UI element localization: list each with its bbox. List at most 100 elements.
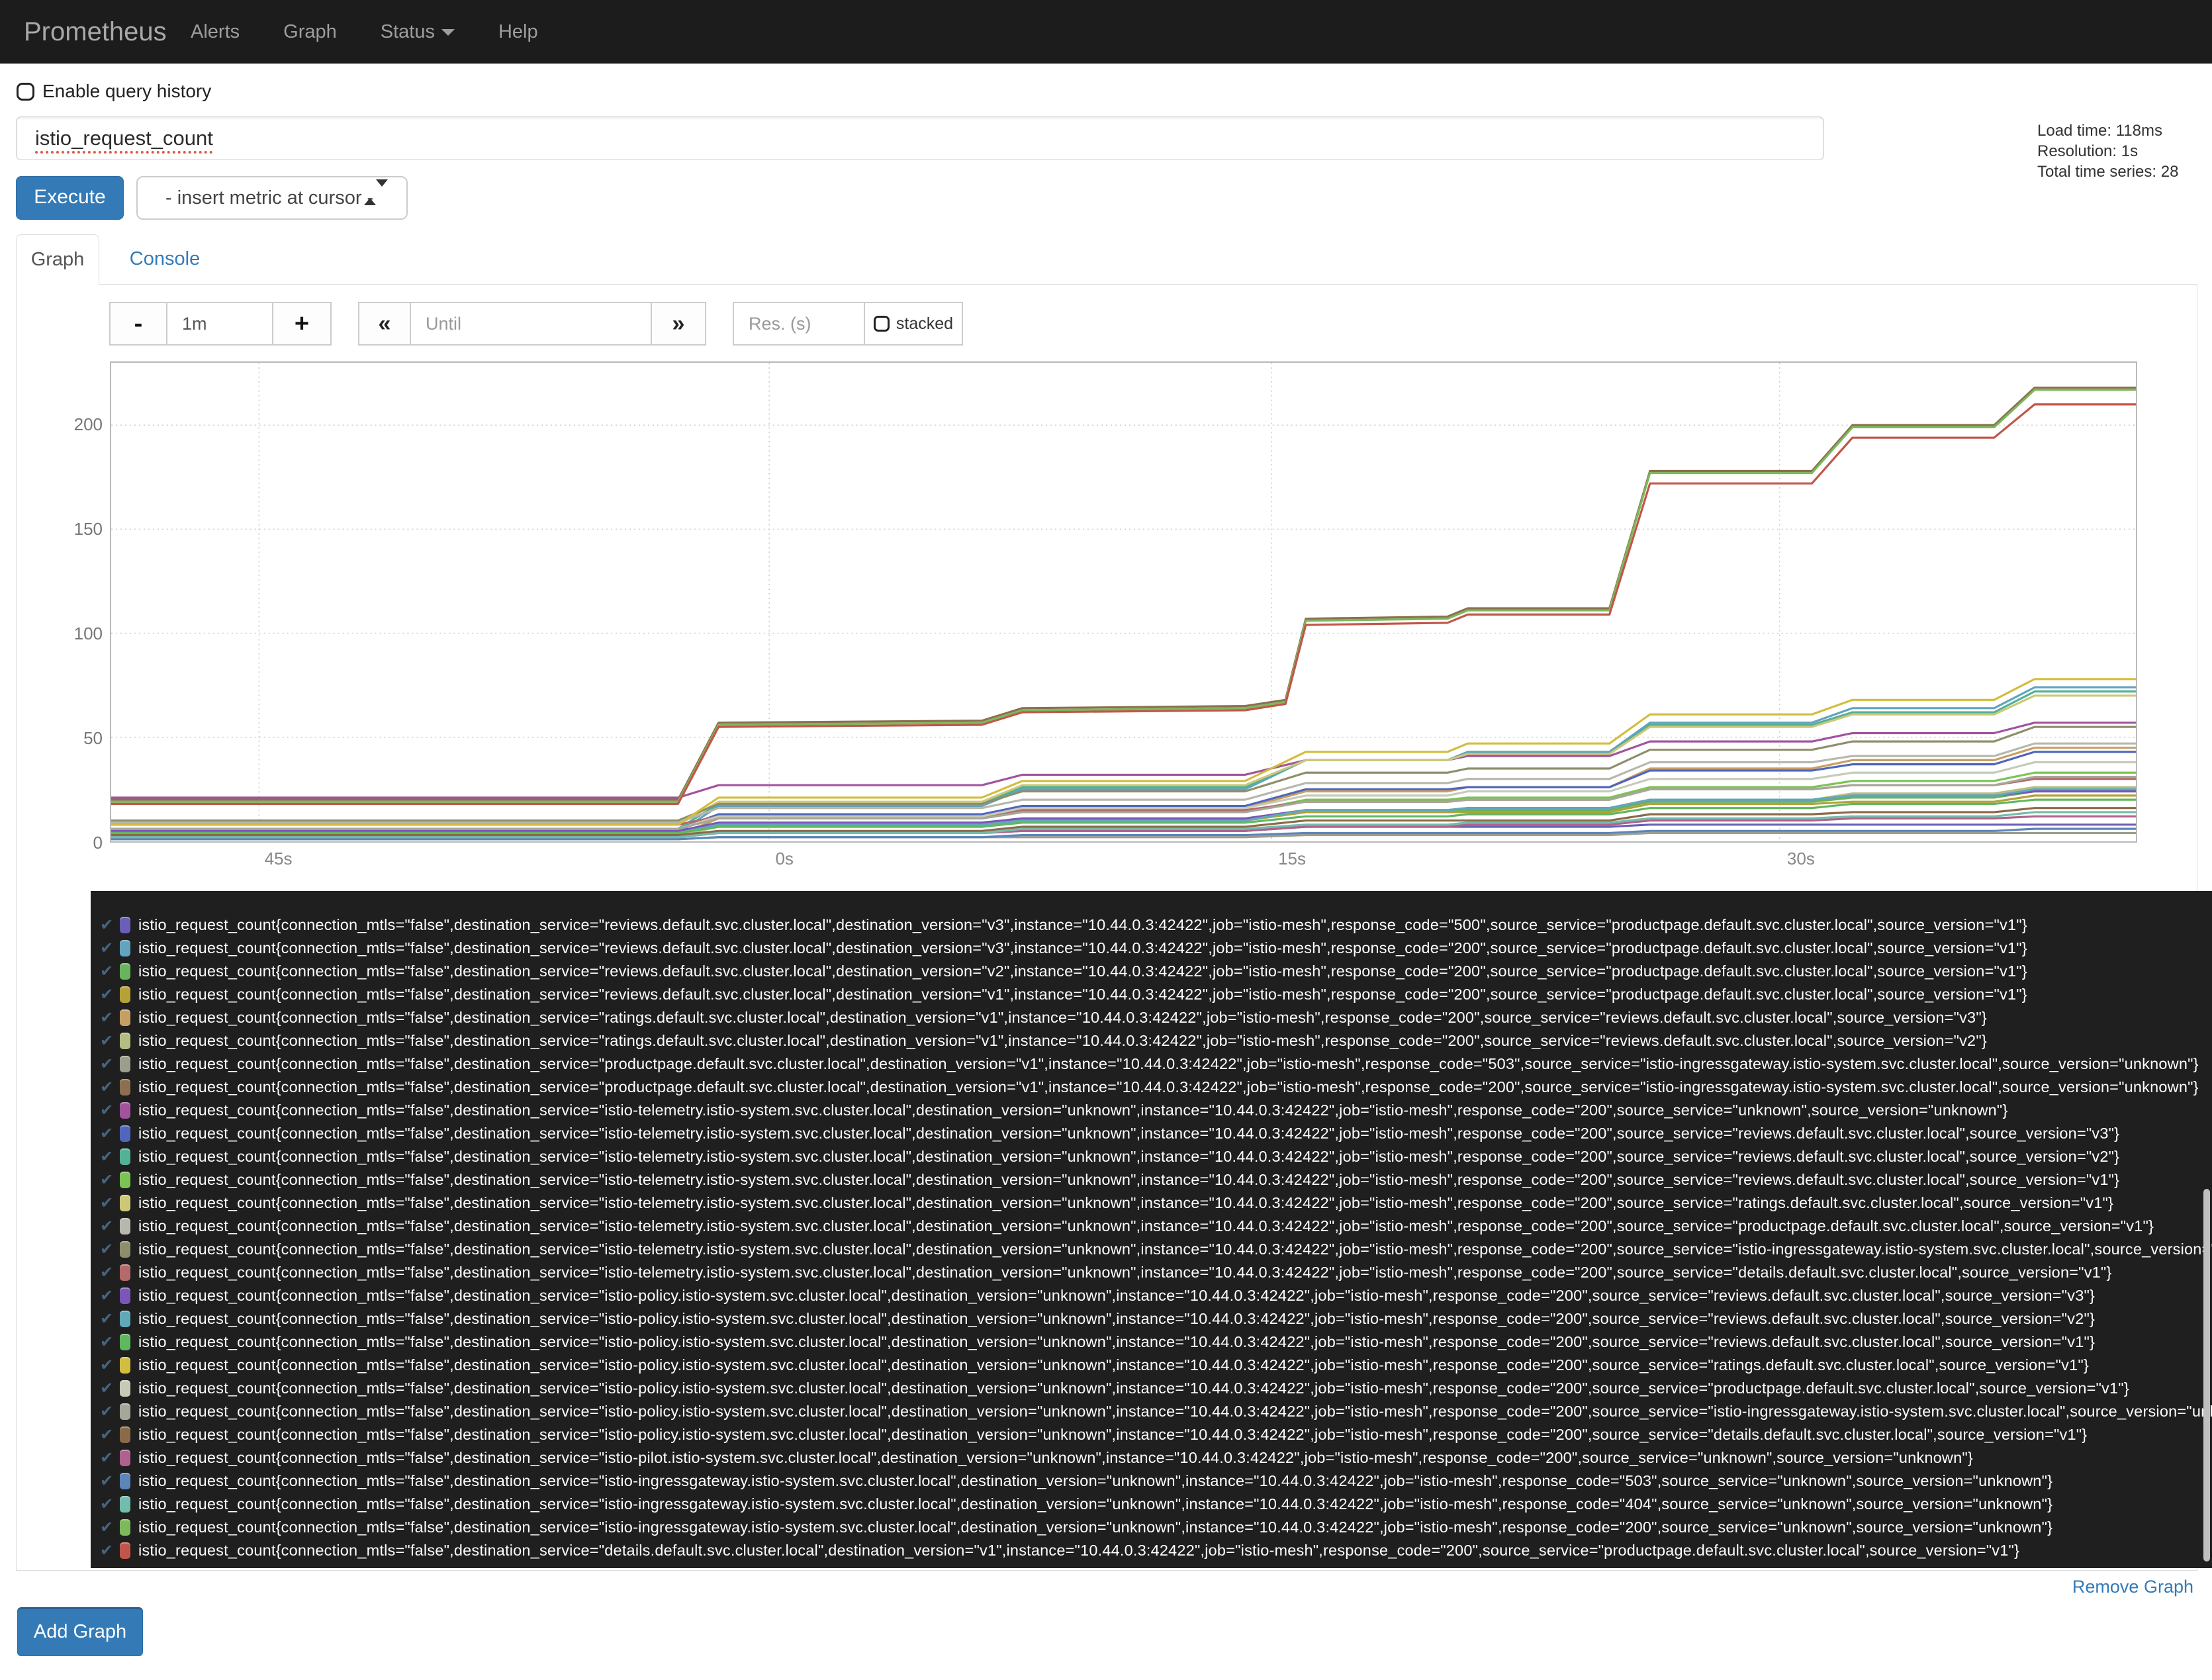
resolution: Resolution: 1s [2037, 142, 2139, 160]
series-check-icon[interactable]: ✔ [100, 1495, 114, 1513]
series-line-ingressgateway-503-from-unknown [111, 827, 2136, 841]
legend-row[interactable]: ✔ istio_request_count{connection_mtls="fa… [100, 1423, 2212, 1446]
stacked-control[interactable]: stacked [864, 302, 963, 346]
legend-row[interactable]: ✔ istio_request_count{connection_mtls="fa… [100, 1446, 2212, 1470]
series-check-icon[interactable]: ✔ [100, 1379, 114, 1397]
series-label: istio_request_count{connection_mtls="fal… [138, 1194, 2114, 1211]
tab-graph[interactable]: Graph [16, 234, 99, 285]
legend-row[interactable]: ✔ istio_request_count{connection_mtls="fa… [100, 1400, 2212, 1423]
execute-button[interactable]: Execute [16, 176, 124, 220]
series-check-icon[interactable]: ✔ [100, 1055, 114, 1073]
legend-row[interactable]: ✔ istio_request_count{connection_mtls="fa… [100, 1377, 2212, 1400]
series-check-icon[interactable]: ✔ [100, 1426, 114, 1444]
series-check-icon[interactable]: ✔ [100, 1518, 114, 1536]
series-check-icon[interactable]: ✔ [100, 1101, 114, 1119]
legend-row[interactable]: ✔ istio_request_count{connection_mtls="fa… [100, 983, 2212, 1006]
legend-row[interactable]: ✔ istio_request_count{connection_mtls="fa… [100, 1191, 2212, 1215]
legend-row[interactable]: ✔ istio_request_count{connection_mtls="fa… [100, 1099, 2212, 1122]
legend-row[interactable]: ✔ istio_request_count{connection_mtls="fa… [100, 1168, 2212, 1191]
chart-plot-area[interactable] [110, 361, 2137, 843]
series-check-icon[interactable]: ✔ [100, 1333, 114, 1351]
series-color-swatch [120, 1009, 130, 1026]
series-check-icon[interactable]: ✔ [100, 1310, 114, 1328]
series-check-icon[interactable]: ✔ [100, 1449, 114, 1467]
nav-item-graph[interactable]: Graph [283, 21, 337, 42]
series-line-policy-200-from-reviews-v2 [111, 788, 2136, 835]
series-label: istio_request_count{connection_mtls="fal… [138, 916, 2027, 933]
series-label: istio_request_count{connection_mtls="fal… [138, 1379, 2129, 1397]
legend-row[interactable]: ✔ istio_request_count{connection_mtls="fa… [100, 1516, 2212, 1539]
series-check-icon[interactable]: ✔ [100, 962, 114, 980]
series-check-icon[interactable]: ✔ [100, 1403, 114, 1421]
series-check-icon[interactable]: ✔ [100, 986, 114, 1003]
series-check-icon[interactable]: ✔ [100, 1171, 114, 1189]
series-check-icon[interactable]: ✔ [100, 939, 114, 957]
series-check-icon[interactable]: ✔ [100, 1217, 114, 1235]
insert-metric-select[interactable]: - insert metric at cursor - [136, 176, 408, 220]
until-input[interactable] [411, 313, 651, 334]
range-increase-button[interactable]: + [272, 302, 332, 346]
legend-scrollbar[interactable] [2203, 1189, 2210, 1562]
series-check-icon[interactable]: ✔ [100, 1125, 114, 1143]
legend-row[interactable]: ✔ istio_request_count{connection_mtls="fa… [100, 960, 2212, 983]
range-input[interactable] [167, 313, 272, 334]
plus-icon: + [294, 309, 310, 338]
nav-item-status-label: Status [380, 21, 435, 42]
tab-console[interactable]: Console [129, 248, 201, 269]
legend-row[interactable]: ✔ istio_request_count{connection_mtls="fa… [100, 913, 2212, 937]
series-check-icon[interactable]: ✔ [100, 1287, 114, 1305]
legend-row[interactable]: ✔ istio_request_count{connection_mtls="fa… [100, 1354, 2212, 1377]
legend-row[interactable]: ✔ istio_request_count{connection_mtls="fa… [100, 1470, 2212, 1493]
legend-row[interactable]: ✔ istio_request_count{connection_mtls="fa… [100, 1052, 2212, 1076]
legend-row[interactable]: ✔ istio_request_count{connection_mtls="fa… [100, 1029, 2212, 1052]
expression-input[interactable]: istio_request_count [16, 117, 1824, 160]
series-check-icon[interactable]: ✔ [100, 1032, 114, 1050]
series-check-icon[interactable]: ✔ [100, 1148, 114, 1166]
series-check-icon[interactable]: ✔ [100, 1264, 114, 1282]
series-check-icon[interactable]: ✔ [100, 1009, 114, 1027]
stacked-checkbox[interactable] [873, 316, 890, 332]
series-check-icon[interactable]: ✔ [100, 1356, 114, 1374]
forward-button[interactable]: » [651, 302, 706, 346]
resolution-input[interactable] [734, 313, 864, 334]
nav-item-alerts[interactable]: Alerts [191, 21, 240, 42]
legend-row[interactable]: ✔ istio_request_count{connection_mtls="fa… [100, 1493, 2212, 1516]
series-label: istio_request_count{connection_mtls="fal… [138, 1472, 2053, 1489]
legend-series-list: ✔ istio_request_count{connection_mtls="fa… [100, 913, 2212, 1562]
series-label: istio_request_count{connection_mtls="fal… [138, 1403, 2212, 1420]
series-check-icon[interactable]: ✔ [100, 916, 114, 934]
series-check-icon[interactable]: ✔ [100, 1194, 114, 1212]
series-check-icon[interactable]: ✔ [100, 1542, 114, 1560]
legend-row[interactable]: ✔ istio_request_count{connection_mtls="fa… [100, 937, 2212, 960]
nav-item-status[interactable]: Status [359, 0, 477, 64]
series-label: istio_request_count{connection_mtls="fal… [138, 1148, 2120, 1165]
rewind-button[interactable]: « [358, 302, 411, 346]
add-graph-button[interactable]: Add Graph [17, 1607, 143, 1656]
legend-row[interactable]: ✔ istio_request_count{connection_mtls="fa… [100, 1261, 2212, 1284]
series-check-icon[interactable]: ✔ [100, 1472, 114, 1490]
legend-row[interactable]: ✔ istio_request_count{connection_mtls="fa… [100, 1215, 2212, 1238]
expression-text: istio_request_count [35, 126, 213, 150]
series-color-swatch [120, 986, 130, 1003]
query-history-checkbox[interactable] [17, 82, 34, 101]
series-label: istio_request_count{connection_mtls="fal… [138, 1125, 2120, 1142]
nav-item-help[interactable]: Help [498, 21, 538, 42]
legend-row[interactable]: ✔ istio_request_count{connection_mtls="fa… [100, 1539, 2212, 1562]
legend-row[interactable]: ✔ istio_request_count{connection_mtls="fa… [100, 1238, 2212, 1261]
series-color-swatch [120, 1172, 130, 1188]
legend-row[interactable]: ✔ istio_request_count{connection_mtls="fa… [100, 1122, 2212, 1145]
series-color-swatch [120, 1473, 130, 1489]
legend-row[interactable]: ✔ istio_request_count{connection_mtls="fa… [100, 1145, 2212, 1168]
insert-metric-label: - insert metric at cursor - [165, 187, 374, 209]
remove-graph-link[interactable]: Remove Graph [2072, 1577, 2193, 1597]
range-decrease-button[interactable]: - [109, 302, 167, 346]
legend-row[interactable]: ✔ istio_request_count{connection_mtls="fa… [100, 1076, 2212, 1099]
legend-row[interactable]: ✔ istio_request_count{connection_mtls="fa… [100, 1330, 2212, 1354]
series-check-icon[interactable]: ✔ [100, 1078, 114, 1096]
legend-row[interactable]: ✔ istio_request_count{connection_mtls="fa… [100, 1006, 2212, 1029]
brand-prometheus[interactable]: Prometheus [24, 17, 167, 46]
legend-row[interactable]: ✔ istio_request_count{connection_mtls="fa… [100, 1307, 2212, 1330]
series-check-icon[interactable]: ✔ [100, 1240, 114, 1258]
legend-row[interactable]: ✔ istio_request_count{connection_mtls="fa… [100, 1284, 2212, 1307]
series-color-swatch [120, 1264, 130, 1281]
